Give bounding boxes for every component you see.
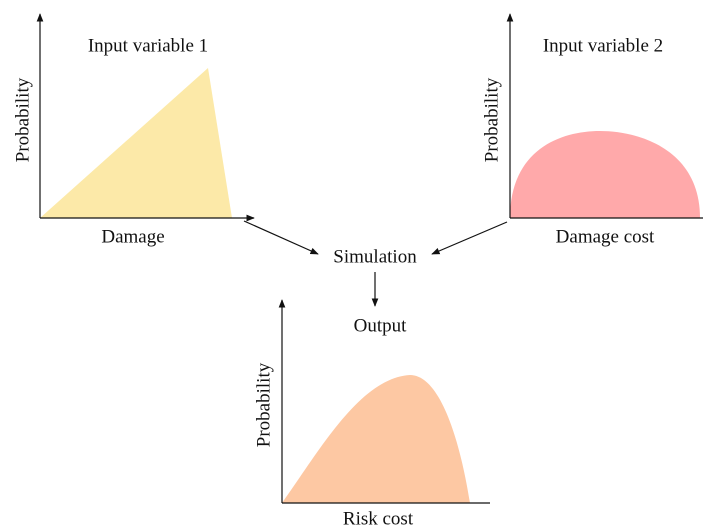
y-label: Probability [481, 77, 502, 162]
panel-title: Output [354, 315, 408, 336]
x-label: Damage cost [556, 226, 655, 247]
x-label: Damage [101, 226, 164, 247]
triangular-distribution [40, 68, 232, 218]
output-distribution [282, 375, 470, 503]
arrow [431, 221, 508, 255]
x-label: Risk cost [343, 508, 414, 529]
panel-title: Input variable 1 [88, 35, 208, 56]
y-label: Probability [253, 362, 274, 447]
panel-title: Input variable 2 [543, 35, 663, 56]
arrow [243, 220, 319, 255]
semicircle-distribution [510, 131, 700, 218]
y-label: Probability [12, 77, 33, 162]
process-label: Simulation [333, 246, 417, 267]
